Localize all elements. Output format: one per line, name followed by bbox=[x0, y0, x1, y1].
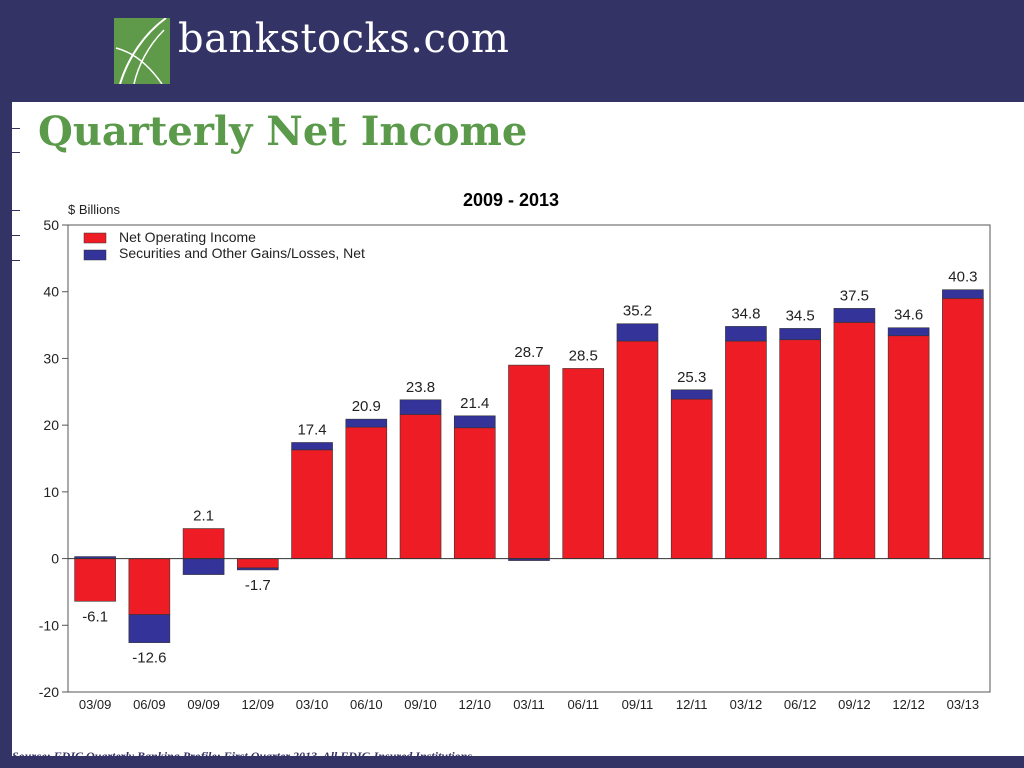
data-label: 21.4 bbox=[460, 395, 489, 412]
bar-securities-gains bbox=[182, 558, 225, 575]
data-label: 40.3 bbox=[948, 269, 977, 286]
leaf-logo-icon bbox=[114, 18, 170, 84]
bar-securities-gains bbox=[887, 327, 930, 337]
bar-net-operating-income bbox=[399, 414, 442, 559]
data-label: 34.5 bbox=[786, 307, 815, 324]
bar-net-operating-income bbox=[562, 368, 605, 559]
data-label: 25.3 bbox=[677, 369, 706, 386]
bar-securities-gains bbox=[128, 614, 171, 643]
data-label: -1.7 bbox=[245, 577, 271, 594]
x-tick-label: 12/12 bbox=[892, 697, 925, 712]
y-tick-label: -10 bbox=[39, 617, 59, 633]
legend-label: Securities and Other Gains/Losses, Net bbox=[119, 245, 365, 261]
y-tick-label: 0 bbox=[51, 551, 59, 567]
data-label: 37.5 bbox=[840, 287, 869, 304]
data-label: 17.4 bbox=[297, 421, 326, 438]
data-label: 2.1 bbox=[193, 508, 214, 525]
bar-securities-gains bbox=[237, 567, 279, 571]
page-title: Quarterly Net Income bbox=[38, 108, 528, 155]
bar-securities-gains bbox=[833, 308, 876, 323]
x-tick-label: 03/11 bbox=[513, 697, 545, 712]
x-tick-label: 03/12 bbox=[730, 697, 763, 712]
bar-securities-gains bbox=[670, 389, 713, 400]
bar-net-operating-income bbox=[779, 339, 821, 559]
bar-net-operating-income bbox=[508, 364, 550, 559]
data-label: 34.8 bbox=[731, 305, 760, 322]
bar-securities-gains bbox=[291, 442, 333, 451]
data-label: 35.2 bbox=[623, 303, 652, 320]
bar-net-operating-income bbox=[74, 558, 116, 602]
bar-net-operating-income bbox=[453, 427, 496, 559]
y-tick-label: 10 bbox=[43, 484, 59, 500]
bar-net-operating-income bbox=[128, 558, 171, 615]
data-label: 34.6 bbox=[894, 307, 923, 324]
brand-name[interactable]: bankstocks.com bbox=[178, 16, 510, 62]
chart-title: 2009 - 2013 bbox=[463, 190, 559, 210]
x-tick-label: 06/09 bbox=[133, 697, 166, 712]
bar-net-operating-income bbox=[887, 335, 930, 559]
x-tick-label: 12/09 bbox=[242, 697, 275, 712]
y-tick-label: 40 bbox=[43, 284, 59, 300]
bar-net-operating-income bbox=[616, 340, 659, 559]
bar-net-operating-income bbox=[345, 426, 388, 559]
rail-tick bbox=[0, 128, 20, 129]
bar-securities-gains bbox=[616, 323, 659, 342]
source-note: Source: FDIC Quarterly Banking Profile; … bbox=[12, 749, 472, 763]
y-axis-label: $ Billions bbox=[68, 202, 121, 217]
left-rail bbox=[0, 102, 12, 756]
x-tick-label: 03/10 bbox=[296, 697, 329, 712]
bar-net-operating-income bbox=[237, 558, 279, 569]
legend-swatch-securities-gains bbox=[83, 249, 107, 261]
x-tick-label: 03/09 bbox=[79, 697, 112, 712]
data-label: 28.5 bbox=[569, 347, 598, 364]
x-tick-label: 03/13 bbox=[947, 697, 980, 712]
plot-frame bbox=[67, 224, 991, 693]
legend-swatch-net-operating-income bbox=[83, 232, 107, 244]
x-tick-label: 09/11 bbox=[622, 697, 654, 712]
bar-net-operating-income bbox=[942, 298, 984, 559]
data-label: -6.1 bbox=[82, 608, 108, 625]
x-tick-label: 09/10 bbox=[404, 697, 437, 712]
bar-securities-gains bbox=[942, 289, 984, 299]
bar-net-operating-income bbox=[182, 528, 225, 559]
y-tick-label: 50 bbox=[43, 217, 59, 233]
y-tick-label: 20 bbox=[43, 417, 59, 433]
x-tick-label: 06/12 bbox=[784, 697, 817, 712]
bar-securities-gains bbox=[779, 328, 821, 341]
leaf-logo-graphic bbox=[115, 18, 167, 84]
y-tick-label: -20 bbox=[39, 684, 59, 700]
data-label: 28.7 bbox=[514, 344, 543, 361]
footer-bar bbox=[0, 756, 1024, 768]
bar-securities-gains bbox=[725, 326, 767, 342]
bar-securities-gains bbox=[345, 418, 388, 428]
bar-net-operating-income bbox=[291, 449, 333, 559]
header-banner: bankstocks.com bbox=[0, 0, 1024, 102]
x-tick-label: 06/11 bbox=[567, 697, 599, 712]
x-tick-label: 09/12 bbox=[838, 697, 871, 712]
x-tick-label: 09/09 bbox=[187, 697, 220, 712]
x-tick-label: 06/10 bbox=[350, 697, 383, 712]
y-tick-label: 30 bbox=[43, 350, 59, 366]
bar-net-operating-income bbox=[833, 322, 876, 559]
legend-label: Net Operating Income bbox=[119, 229, 256, 245]
bar-securities-gains bbox=[453, 415, 496, 429]
rail-tick bbox=[0, 235, 20, 236]
bar-net-operating-income bbox=[725, 340, 767, 559]
x-tick-label: 12/11 bbox=[676, 697, 708, 712]
data-label: 20.9 bbox=[352, 398, 381, 415]
bar-securities-gains bbox=[399, 399, 442, 415]
data-label: -12.6 bbox=[132, 650, 166, 667]
rail-tick bbox=[0, 260, 20, 261]
rail-tick bbox=[0, 152, 20, 153]
bar-net-operating-income bbox=[670, 398, 713, 559]
rail-tick bbox=[0, 210, 20, 211]
x-tick-label: 12/10 bbox=[458, 697, 491, 712]
data-label: 23.8 bbox=[406, 379, 435, 396]
